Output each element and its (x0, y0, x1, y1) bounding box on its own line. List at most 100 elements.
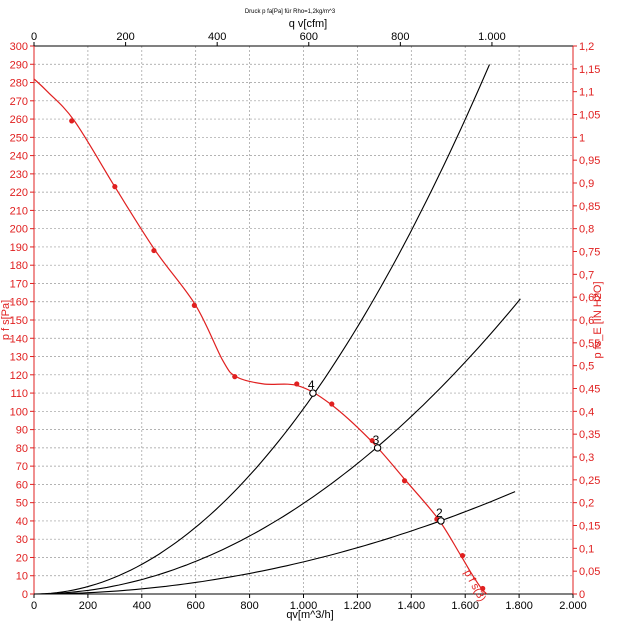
right-tick-label: 0,35 (579, 429, 600, 441)
x-tick-label: 1.800 (505, 600, 533, 612)
y-tick-label: 210 (10, 205, 28, 217)
right-tick-label: 1,05 (579, 110, 600, 122)
y-tick-label: 280 (10, 78, 28, 90)
operating-point-label-3: 3 (373, 433, 380, 447)
axes (30, 42, 577, 598)
fan-curve-point (480, 585, 486, 592)
system-curve-2 (34, 491, 516, 595)
y-tick-label: 230 (10, 169, 28, 181)
right-tick-label: 0,9 (579, 178, 594, 190)
system-curve-4 (33, 64, 491, 595)
y-tick-label: 60 (16, 479, 28, 491)
fan-curve-point (401, 478, 408, 484)
right-tick-label: 0,7 (579, 269, 594, 281)
fan-curve-point (112, 184, 118, 190)
y-tick-label: 160 (10, 297, 28, 309)
x-tick-label: 400 (133, 600, 151, 612)
operating-point-label-2: 2 (436, 506, 443, 520)
y-tick-label: 140 (10, 333, 28, 345)
y-tick-label: 10 (16, 571, 28, 583)
right-tick-label: 0,8 (579, 224, 594, 236)
y-axis-label-right: p fs_E [IN H2O] (592, 281, 604, 358)
y-tick-label: 180 (10, 260, 28, 272)
right-tick-label: 0,05 (579, 566, 600, 578)
x-tick-label: 1.600 (451, 600, 479, 612)
right-tick-label: 0,95 (579, 155, 600, 167)
right-tick-label: 0,2 (579, 498, 594, 510)
right-tick-label: 0,4 (579, 406, 594, 418)
fan-curve-point (69, 118, 75, 124)
y-tick-label: 80 (16, 443, 28, 455)
fan-curve-point (329, 401, 335, 407)
right-tick-label: 1,2 (579, 41, 594, 53)
y-tick-label: 30 (16, 534, 28, 546)
right-tick-label: 0,25 (579, 475, 600, 487)
x-tick-label: 200 (79, 600, 97, 612)
right-tick-label: 0,1 (579, 543, 594, 555)
y-tick-label: 110 (10, 388, 28, 400)
fan-curve-label: p f s(3) (461, 568, 488, 604)
right-tick-label: 0,55 (579, 338, 600, 350)
x-tick-label: 600 (187, 600, 205, 612)
right-tick-label: 0,65 (579, 292, 600, 304)
right-tick-label: 0,6 (579, 315, 594, 327)
x-tick-label: 800 (240, 600, 258, 612)
y-tick-label: 300 (10, 41, 28, 53)
y-tick-label: 100 (10, 406, 28, 418)
operating-points: 4 3 2 (308, 378, 445, 525)
x-tick-label: 1.400 (398, 600, 426, 612)
y-tick-label: 240 (10, 151, 28, 163)
top-tick-label: 400 (208, 31, 226, 43)
y-tick-label: 190 (10, 242, 28, 254)
fan-curve-line (33, 78, 488, 595)
right-tick-label: 0,15 (579, 521, 600, 533)
right-tick-label: 0,45 (579, 384, 600, 396)
y-tick-label: 290 (10, 59, 28, 71)
y-tick-label: 200 (10, 224, 28, 236)
y-tick-label: 50 (16, 498, 28, 510)
right-tick-label: 1,1 (579, 87, 594, 99)
y-tick-label: 150 (10, 315, 28, 327)
y-tick-label: 170 (10, 278, 28, 290)
top-tick-label: 600 (300, 31, 318, 43)
fan-curve-point (191, 302, 197, 308)
y-tick-label: 220 (10, 187, 28, 199)
operating-point-2 (437, 517, 445, 525)
x-tick-label: 1.000 (290, 600, 318, 612)
x-axis-label: qv[m^3/h] (286, 609, 333, 621)
y-axis-label-left: p f s[Pa] (0, 300, 12, 340)
operating-point-4 (309, 389, 317, 397)
right-tick-label: 0,85 (579, 201, 600, 213)
y-tick-label: 20 (16, 552, 28, 564)
fan-curve: p f s(3) (33, 78, 488, 604)
fan-curve-point (232, 374, 238, 380)
fan-curve-point (459, 553, 466, 559)
top-tick-label: 0 (31, 31, 37, 43)
y-tick-label: 70 (16, 461, 28, 473)
fan-curve-point (294, 381, 300, 387)
right-tick-label: 0,5 (579, 361, 594, 373)
x-tick-label: 2.000 (559, 600, 587, 612)
y-tick-label: 90 (16, 425, 28, 437)
top-axis-label: q v[cfm] (289, 18, 328, 30)
y-tick-label: 130 (10, 352, 28, 364)
system-curve-3 (34, 298, 521, 595)
y-tick-label: 270 (10, 96, 28, 108)
fan-curve-point (369, 437, 375, 444)
top-tick-label: 800 (391, 31, 409, 43)
top-tick-label: 200 (116, 31, 134, 43)
x-tick-label: 0 (31, 600, 37, 612)
operating-point-3 (373, 444, 382, 452)
y-tick-label: 0 (22, 589, 28, 601)
y-tick-label: 250 (10, 132, 28, 144)
y-tick-label: 120 (10, 370, 28, 382)
right-tick-label: 0,3 (579, 452, 594, 464)
right-tick-label: 1 (579, 132, 585, 144)
right-tick-label: 1,15 (579, 64, 600, 76)
y-tick-label: 40 (16, 516, 28, 528)
system-curves (33, 64, 521, 595)
y-tick-label: 260 (10, 114, 28, 126)
chart-title: Druck p fa[Pa] für Rho=1,2kg/m^3 (245, 9, 336, 15)
right-tick-label: 0 (579, 589, 585, 601)
